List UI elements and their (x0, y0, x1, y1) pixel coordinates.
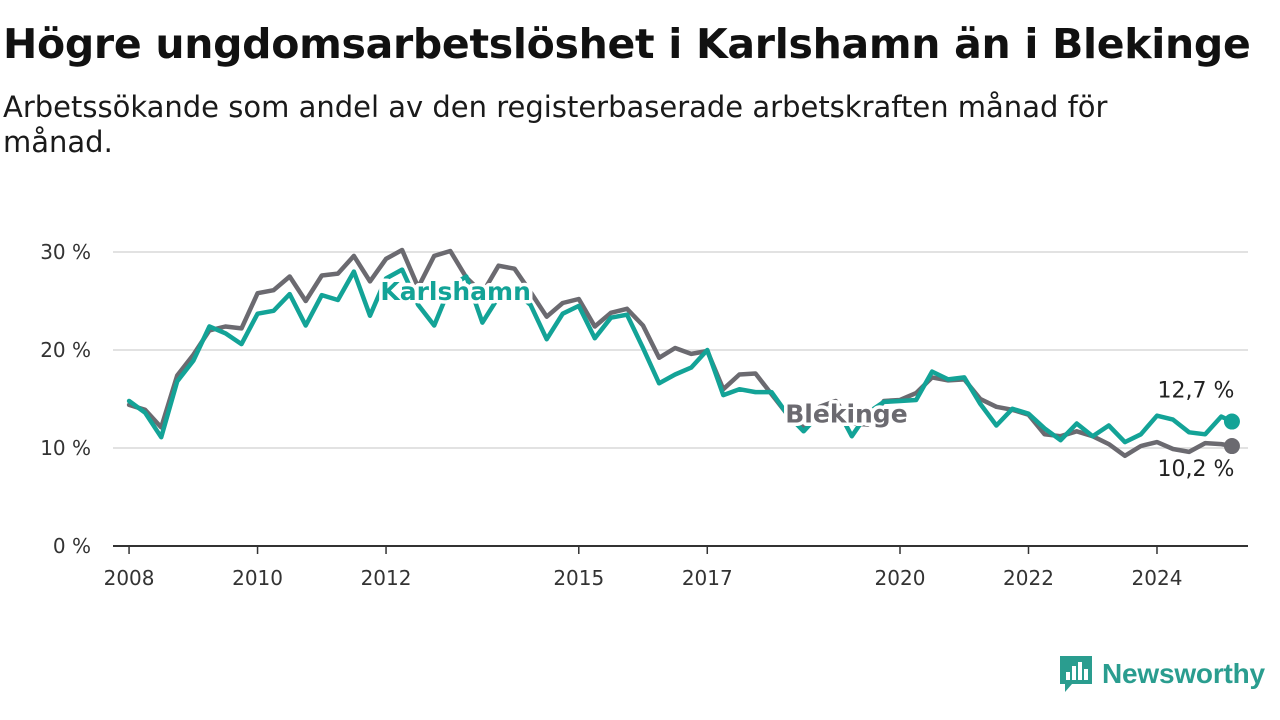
newsworthy-logo: Newsworthy (1058, 654, 1265, 694)
y-tick-label: 10 % (40, 436, 91, 460)
x-tick-label: 2017 (682, 566, 733, 590)
series-label-karlshamn: Karlshamn (380, 277, 531, 306)
x-tick-label: 2024 (1132, 566, 1183, 590)
x-tick-label: 2012 (361, 566, 412, 590)
end-point-karlshamn (1223, 413, 1240, 430)
chart-title: Högre ungdomsarbetslöshet i Karlshamn än… (3, 20, 1251, 68)
chart-subtitle: Arbetssökande som andel av den registerb… (3, 90, 1108, 160)
x-tick-label: 2022 (1003, 566, 1054, 590)
y-tick-label: 0 % (53, 534, 91, 558)
x-tick-label: 2020 (875, 566, 926, 590)
series-labels: 10,2 % 12,7 % Karlshamn Blekinge (377, 274, 1235, 482)
newsworthy-logo-text: Newsworthy (1102, 658, 1265, 689)
end-label-blekinge: 10,2 % (1158, 457, 1235, 482)
series-label-blekinge: Blekinge (785, 400, 907, 429)
end-label-karlshamn: 12,7 % (1158, 379, 1235, 404)
x-tick-label: 2010 (232, 566, 283, 590)
y-tick-label: 30 % (40, 240, 91, 264)
end-point-blekinge (1223, 438, 1240, 455)
y-tick-label: 20 % (40, 338, 91, 362)
series-line-karlshamn (126, 267, 1235, 445)
series-lines (126, 247, 1240, 459)
x-axis: 2008 2010 2012 2015 2017 2020 2022 2024 (104, 545, 1248, 590)
y-axis-ticks: 0 % 10 % 20 % 30 % (40, 240, 91, 558)
newsworthy-logo-icon (1060, 656, 1092, 692)
x-tick-label: 2008 (104, 566, 155, 590)
series-line-blekinge (126, 247, 1235, 459)
x-tick-label: 2015 (553, 566, 604, 590)
